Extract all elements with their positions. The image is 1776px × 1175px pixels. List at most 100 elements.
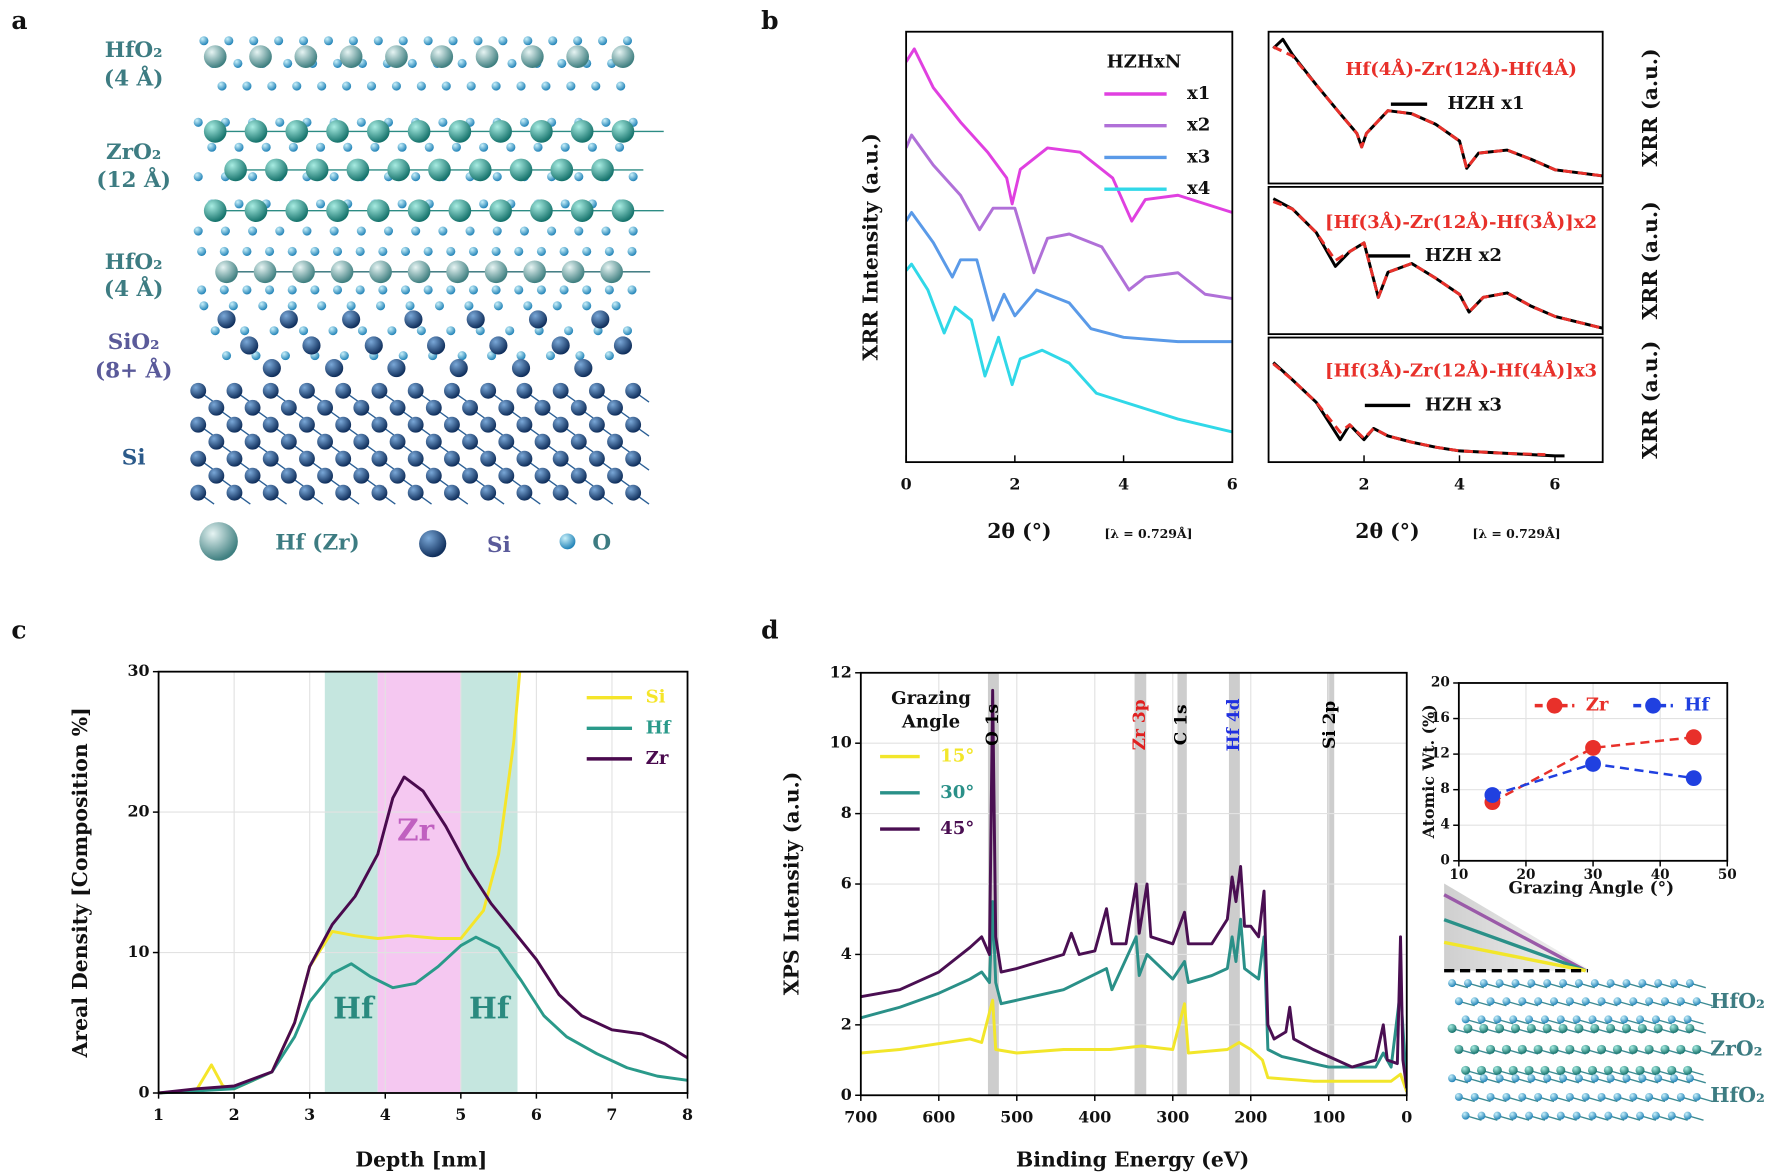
atom	[249, 36, 259, 46]
atom	[193, 172, 203, 182]
atom	[1502, 1092, 1511, 1101]
atom	[339, 45, 363, 68]
atom	[519, 226, 529, 236]
atom	[1590, 1074, 1599, 1083]
atom	[489, 120, 512, 143]
atom	[622, 326, 633, 336]
atom	[240, 326, 250, 336]
atom	[1653, 1023, 1663, 1033]
atom	[1683, 1065, 1693, 1075]
atom	[492, 226, 502, 236]
x-tick-label: 20	[1517, 867, 1536, 883]
atom	[193, 226, 203, 236]
atom	[1629, 1092, 1638, 1101]
atom	[244, 399, 261, 416]
atom	[582, 301, 592, 311]
atom	[407, 416, 424, 433]
atom	[199, 301, 209, 311]
atom	[1654, 1074, 1663, 1083]
atom	[397, 142, 407, 152]
atom	[566, 81, 576, 91]
atom	[427, 336, 446, 355]
atom	[491, 81, 501, 91]
layer-label: Si	[122, 446, 146, 471]
atom	[389, 399, 406, 416]
y-axis-label: XPS Intensity (a.u.)	[779, 772, 803, 996]
atom	[1493, 1111, 1502, 1120]
atom	[1604, 1015, 1613, 1024]
point	[1484, 787, 1501, 803]
atom	[475, 45, 499, 68]
atom	[570, 120, 594, 143]
atom	[1524, 1065, 1534, 1075]
atom	[356, 226, 366, 236]
atom	[371, 450, 388, 467]
atom	[446, 246, 456, 256]
atom	[1621, 1023, 1632, 1033]
layer-stack	[1443, 883, 1713, 1121]
atom	[1597, 1044, 1607, 1054]
atom	[547, 226, 557, 236]
point	[1585, 755, 1601, 772]
atom	[1620, 1015, 1629, 1024]
atom	[416, 81, 426, 91]
atom	[1511, 979, 1520, 988]
atom	[299, 36, 309, 46]
atom	[1477, 1015, 1486, 1024]
x-tick-label: 7	[606, 1105, 617, 1124]
atom	[566, 45, 589, 68]
atom	[1629, 997, 1638, 1006]
atom	[491, 285, 501, 295]
atom	[215, 260, 238, 284]
atom	[1463, 1074, 1472, 1083]
atom	[480, 382, 497, 399]
atom	[627, 285, 637, 295]
legend-label: Zr	[1586, 695, 1609, 716]
atom	[1692, 1044, 1702, 1054]
atom	[611, 301, 621, 311]
atom	[1667, 1065, 1677, 1075]
atom	[274, 36, 284, 46]
atom	[1667, 1015, 1676, 1024]
atom	[407, 120, 431, 143]
atom	[628, 172, 638, 182]
atom	[366, 199, 390, 222]
atom	[588, 484, 605, 501]
layer-label: HfO₂	[105, 250, 163, 275]
atom	[234, 142, 244, 152]
x-tick-label: 600	[922, 1107, 955, 1126]
layer-label: HfO₂	[1710, 1083, 1765, 1107]
atom	[355, 285, 365, 295]
atom	[1683, 1015, 1692, 1024]
atom	[559, 285, 569, 295]
atom	[625, 484, 642, 501]
atom	[228, 301, 238, 311]
x-tick-label: 700	[844, 1107, 877, 1126]
atom	[329, 172, 339, 182]
atom	[371, 416, 388, 433]
y-axis-label: XRR (a.u.)	[1638, 201, 1662, 319]
atom	[405, 301, 415, 311]
atom	[1479, 1074, 1488, 1083]
atom	[1619, 1065, 1629, 1075]
atom	[507, 58, 517, 68]
atom	[407, 199, 431, 222]
atom	[1476, 1065, 1487, 1075]
atom	[1676, 1044, 1686, 1054]
band-label: Hf	[469, 990, 512, 1025]
x-axis-label: Binding Energy (eV)	[1016, 1147, 1249, 1171]
atom	[446, 260, 469, 284]
plot-frame	[905, 30, 1234, 464]
point	[1685, 770, 1702, 787]
atom	[534, 326, 544, 336]
atom	[1692, 1092, 1701, 1101]
atom	[217, 310, 236, 329]
atom	[339, 351, 349, 361]
atom	[203, 199, 227, 222]
atom	[193, 117, 203, 127]
atom	[607, 467, 623, 484]
atom	[533, 142, 543, 152]
atom	[1486, 997, 1495, 1006]
atom	[199, 522, 238, 561]
atom	[356, 117, 366, 127]
